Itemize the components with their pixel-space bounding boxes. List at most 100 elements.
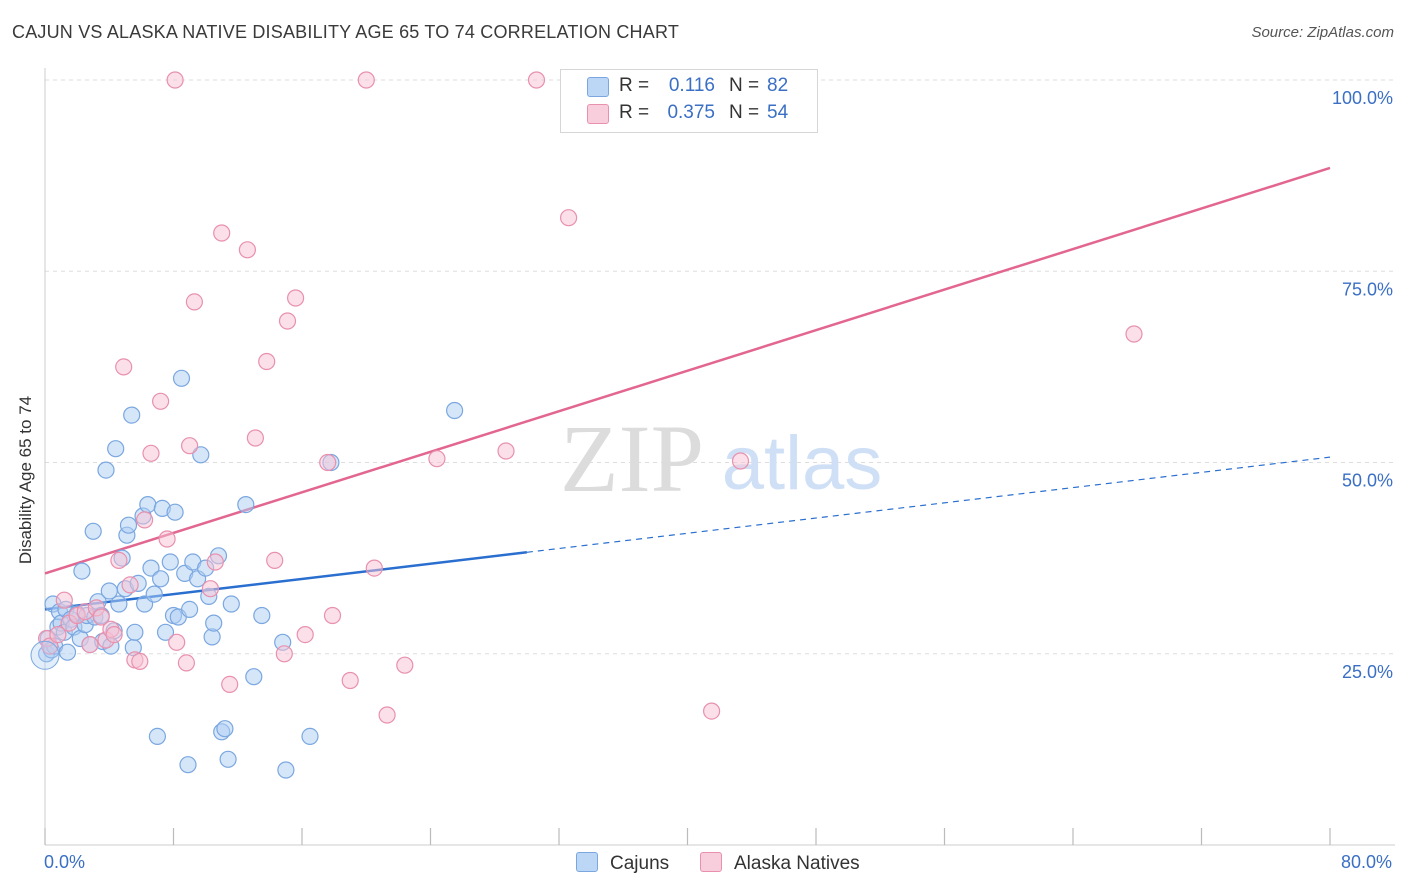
alaska-point	[428, 450, 446, 468]
cajun-point	[119, 516, 138, 534]
watermark-zip: ZIP	[560, 405, 704, 512]
alaska-point	[185, 293, 203, 311]
cajun-point	[205, 614, 223, 632]
alaska-point	[323, 606, 342, 625]
y-axis-label: Disability Age 65 to 74	[16, 395, 35, 565]
alaska-point	[206, 553, 224, 571]
cajun-point	[166, 503, 184, 521]
axes	[44, 68, 1395, 846]
alaska-point	[296, 625, 314, 644]
data-points	[30, 71, 1143, 779]
cajun-point	[179, 756, 197, 774]
alaska-point	[49, 625, 67, 644]
alaska-point	[702, 702, 721, 720]
alaska-point	[115, 358, 133, 376]
cajun-point	[145, 585, 163, 603]
cajun-point	[301, 727, 319, 746]
alaska-point	[213, 224, 231, 242]
alaska-point	[136, 511, 154, 529]
alaska-point	[341, 671, 359, 690]
legend-r-label: R =	[619, 102, 650, 123]
alaska-point	[497, 442, 515, 460]
bottom-legend-alaska-label: Alaska Natives	[734, 853, 860, 874]
cajun-point	[222, 595, 240, 613]
alaska-point	[177, 654, 195, 672]
cajun-point	[139, 496, 157, 514]
alaska-point	[357, 71, 375, 89]
alaska-swatch-icon	[587, 104, 609, 124]
cajun-point	[172, 369, 191, 387]
y-tick-label: 75.0%	[1342, 279, 1393, 299]
gridlines	[45, 79, 1395, 655]
alaska-point	[142, 444, 160, 462]
cajun-point	[219, 750, 237, 768]
y-axis-label-wrap: Disability Age 65 to 74	[6, 330, 46, 630]
alaska-point	[246, 429, 264, 447]
y-tick-label: 100.0%	[1332, 88, 1393, 108]
alaska-point	[181, 437, 199, 455]
alaska-point	[278, 312, 297, 330]
alaska-point	[238, 241, 256, 259]
x-tick-label-min: 0.0%	[44, 852, 86, 872]
legend-n-value: 54	[767, 102, 789, 123]
alaska-legend-icon	[700, 852, 722, 872]
alaska-point	[92, 608, 110, 626]
trend-lines	[44, 166, 1331, 611]
cajun-point	[152, 570, 170, 588]
alaska-point	[158, 530, 176, 548]
legend-n-label: N =	[729, 75, 760, 96]
cajuns-swatch-icon	[587, 77, 609, 97]
cajun-point	[30, 640, 60, 670]
legend-r-value: 0.116	[668, 75, 715, 96]
cajun-point	[216, 720, 234, 738]
alaska-point	[396, 656, 414, 674]
bottom-legend-alaska: Alaska Natives	[700, 852, 860, 875]
cajun-point	[97, 461, 115, 479]
alaska-point	[266, 551, 284, 570]
cajun-point	[58, 643, 77, 661]
alaska-point	[378, 706, 396, 724]
alaska-point	[168, 633, 186, 651]
cajun-point	[123, 406, 141, 424]
alaska-point	[275, 645, 293, 663]
alaska-point	[201, 580, 219, 598]
source-credit: Source: ZipAtlas.com	[1251, 24, 1394, 41]
alaska-point	[152, 392, 170, 410]
alaska-point	[131, 652, 149, 671]
alaska-point	[731, 452, 750, 470]
alaska-trend-line	[44, 166, 1331, 575]
legend-n-label: N =	[729, 102, 760, 123]
y-tick-labels: 25.0% 50.0% 75.0% 100.0%	[1332, 88, 1393, 682]
cajun-point	[156, 623, 175, 641]
y-tick-label: 25.0%	[1342, 662, 1393, 682]
alaska-point	[110, 551, 128, 570]
alaska-point	[166, 71, 184, 89]
legend-r-label: R =	[619, 75, 650, 96]
cajun-point	[161, 553, 179, 571]
alaska-point	[55, 591, 73, 609]
cajun-point	[84, 522, 102, 540]
alaska-point	[365, 559, 383, 577]
alaska-point	[559, 209, 578, 227]
cajun-point	[107, 440, 125, 458]
alaska-point	[105, 625, 123, 644]
correlation-legend: R = 0.116 N = 82 R = 0.375 N = 54	[560, 69, 818, 133]
cajun-point	[142, 559, 160, 577]
legend-n-value: 82	[767, 75, 789, 96]
cajun-trend-extension	[526, 456, 1331, 553]
alaska-point	[258, 352, 276, 371]
cajun-point	[181, 600, 199, 619]
cajun-point	[253, 606, 271, 625]
alaska-point	[81, 635, 99, 654]
cajun-point	[277, 761, 295, 779]
alaska-point	[287, 289, 305, 307]
alaska-point	[221, 675, 239, 694]
bottom-legend-cajuns: Cajuns	[576, 852, 669, 875]
cajun-point	[126, 623, 144, 641]
cajun-point	[73, 562, 91, 580]
x-tick-label-max: 80.0%	[1340, 852, 1392, 872]
alaska-point	[527, 71, 546, 89]
alaska-point	[1125, 325, 1143, 343]
cajun-point	[446, 401, 464, 420]
